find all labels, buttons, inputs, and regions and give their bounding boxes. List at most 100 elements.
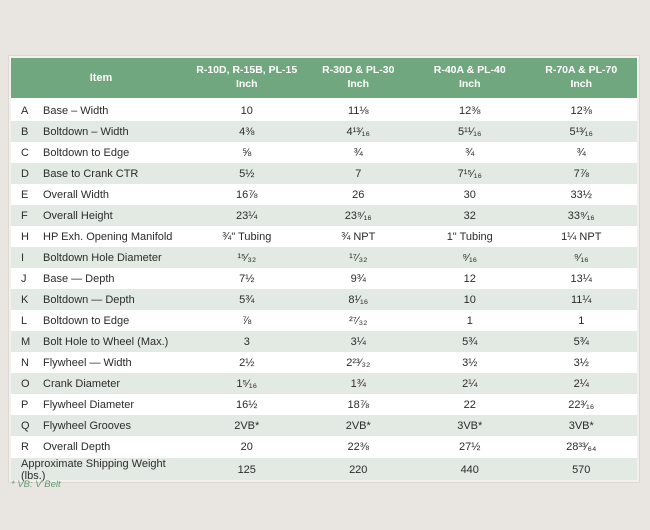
header-col-3: R-40A & PL-40 Inch <box>414 64 526 91</box>
row-item-label: Boltdown to Edge <box>43 146 130 159</box>
table-row: D Base to Crank CTR 5½ 7 7¹⁵⁄₁₆ 7⅞ <box>11 163 637 184</box>
table-header-row: Item R-10D, R-15B, PL-15 Inch R-30D & PL… <box>11 58 637 100</box>
row-item-label: Flywheel Grooves <box>43 419 132 432</box>
row-value: ⁹⁄₁₆ <box>462 251 478 264</box>
row-value: 16½ <box>236 398 258 411</box>
row-value: 18⅞ <box>347 398 369 411</box>
row-value: 3VB* <box>457 419 483 432</box>
row-value: 5¹³⁄₁₆ <box>569 125 593 138</box>
table-row: J Base — Depth 7½ 9¾ 12 13¼ <box>11 268 637 289</box>
row-value: 7½ <box>239 272 255 285</box>
row-value: 5¾ <box>462 335 478 348</box>
row-item-label: Boltdown to Edge <box>43 314 130 327</box>
shipping-weight-row: Approximate Shipping Weight (lbs.) 125 2… <box>11 457 637 482</box>
row-value: 32 <box>463 209 476 222</box>
vbelt-footnote: * VB: V Belt <box>11 479 61 490</box>
row-value: ¾ <box>353 146 363 159</box>
row-value: 5¾ <box>239 293 255 306</box>
table-body: A Base – Width 10 11⅛ 12⅜ 12⅜ B Boltdown… <box>11 100 637 457</box>
header-col-2: R-30D & PL-30 Inch <box>303 64 415 91</box>
header-col-4: R-70A & PL-70 Inch <box>526 64 638 91</box>
row-value: 26 <box>352 188 365 201</box>
row-value: 23⁹⁄₁₆ <box>344 209 372 222</box>
shipping-weight-value: 440 <box>460 464 479 476</box>
row-item-label: Boltdown — Depth <box>43 293 135 306</box>
row-item-label: Overall Height <box>43 209 113 222</box>
row-item-label: Base — Depth <box>43 272 115 285</box>
row-item-label: Boltdown – Width <box>43 125 129 138</box>
row-value: 7¹⁵⁄₁₆ <box>457 167 482 180</box>
row-value: 27½ <box>459 440 481 453</box>
table-row: F Overall Height 23¼ 23⁹⁄₁₆ 32 33⁹⁄₁₆ <box>11 205 637 226</box>
header-col-4-model: R-70A & PL-70 <box>545 64 618 77</box>
row-value: 3¼ <box>350 335 366 348</box>
row-value: 5¾ <box>573 335 589 348</box>
row-value: 11¼ <box>570 293 592 306</box>
row-letter: I <box>21 251 25 264</box>
row-letter: A <box>21 104 29 117</box>
header-item-label: Item <box>89 72 113 84</box>
row-value: 1 <box>466 314 473 327</box>
row-letter: M <box>21 335 31 348</box>
row-item-label: Overall Width <box>43 188 110 201</box>
table-row: P Flywheel Diameter 16½ 18⅞ 22 22³⁄₁₆ <box>11 394 637 415</box>
table-row: M Bolt Hole to Wheel (Max.) 3 3¼ 5¾ 5¾ <box>11 331 637 352</box>
row-value: ⁹⁄₁₆ <box>573 251 589 264</box>
table-row: L Boltdown to Edge ⅞ ²⁷⁄₃₂ 1 1 <box>11 310 637 331</box>
header-col-2-unit: Inch <box>347 78 370 90</box>
row-value: 33½ <box>570 188 592 201</box>
row-value: 2VB* <box>234 419 260 432</box>
table-row: E Overall Width 16⅞ 26 30 33½ <box>11 184 637 205</box>
table-row: A Base – Width 10 11⅛ 12⅜ 12⅜ <box>11 100 637 121</box>
row-item-label: Flywheel Diameter <box>43 398 135 411</box>
row-value: ⅝ <box>242 146 252 159</box>
header-col-1-model: R-10D, R-15B, PL-15 <box>196 64 298 77</box>
row-value: 4¹³⁄₁₆ <box>346 125 370 138</box>
row-letter: J <box>21 272 27 285</box>
row-value: 33⁹⁄₁₆ <box>567 209 595 222</box>
row-letter: C <box>21 146 29 159</box>
table-row: I Boltdown Hole Diameter ¹⁵⁄₃₂ ¹⁷⁄₃₂ ⁹⁄₁… <box>11 247 637 268</box>
row-value: 12⅜ <box>459 104 481 117</box>
row-value: 7⅞ <box>573 167 589 180</box>
row-value: 23¼ <box>236 209 258 222</box>
shipping-weight-value: 220 <box>349 464 368 476</box>
row-value: 2²³⁄₃₂ <box>346 356 371 369</box>
table-row: Q Flywheel Grooves 2VB* 2VB* 3VB* 3VB* <box>11 415 637 436</box>
spec-table: Item R-10D, R-15B, PL-15 Inch R-30D & PL… <box>9 56 639 482</box>
row-letter: R <box>21 440 29 453</box>
row-value: 2¼ <box>573 377 589 390</box>
row-item-label: Base – Width <box>43 104 109 117</box>
row-value: ¹⁵⁄₃₂ <box>237 251 257 264</box>
header-col-4-unit: Inch <box>570 78 593 90</box>
row-letter: F <box>21 209 28 222</box>
row-value: 1 <box>578 314 585 327</box>
header-col-1: R-10D, R-15B, PL-15 Inch <box>191 64 303 91</box>
header-col-1-unit: Inch <box>235 78 258 90</box>
row-value: 10 <box>240 104 253 117</box>
row-letter: H <box>21 230 29 243</box>
header-col-3-unit: Inch <box>458 78 481 90</box>
row-item-label: Crank Diameter <box>43 377 121 390</box>
table-row: C Boltdown to Edge ⅝ ¾ ¾ ¾ <box>11 142 637 163</box>
row-value: ²⁷⁄₃₂ <box>349 314 368 327</box>
header-col-3-model: R-40A & PL-40 <box>433 64 506 77</box>
row-value: ¹⁷⁄₃₂ <box>349 251 368 264</box>
row-value: 3VB* <box>568 419 594 432</box>
shipping-weight-label: Approximate Shipping Weight (lbs.) <box>21 458 166 482</box>
row-value: 3½ <box>462 356 478 369</box>
row-value: 11⅛ <box>347 104 369 117</box>
row-value: 13¼ <box>570 272 592 285</box>
table-row: H HP Exh. Opening Manifold ¾" Tubing ¾ N… <box>11 226 637 247</box>
row-value: 1¼ NPT <box>561 230 602 243</box>
row-value: 5¹¹⁄₁₆ <box>458 125 482 138</box>
shipping-weight-value: 570 <box>572 464 591 476</box>
row-value: 2VB* <box>345 419 371 432</box>
row-item-label: Flywheel — Width <box>43 356 132 369</box>
row-value: ¾ <box>576 146 586 159</box>
row-letter: Q <box>21 419 30 432</box>
header-col-2-model: R-30D & PL-30 <box>322 64 395 77</box>
row-value: 20 <box>240 440 253 453</box>
row-value: 28³³⁄₆₄ <box>566 440 597 453</box>
row-value: 2½ <box>239 356 255 369</box>
